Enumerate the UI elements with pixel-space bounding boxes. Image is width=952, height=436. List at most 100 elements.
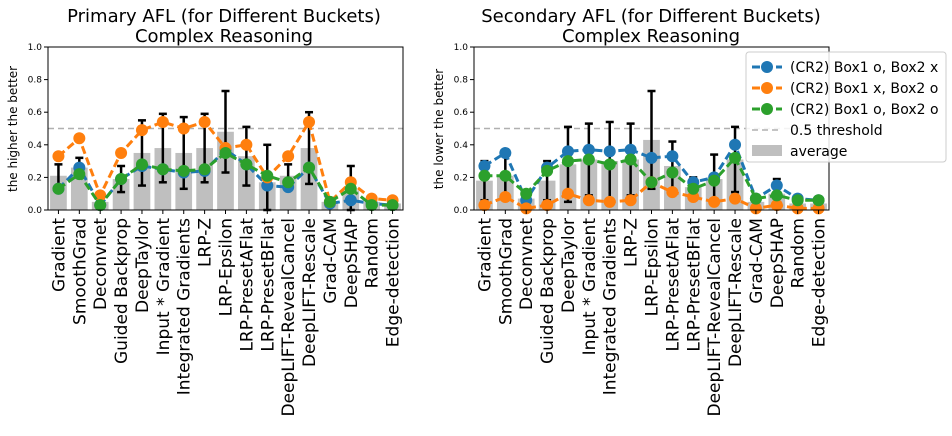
secondary-series-1-point-5 <box>561 145 574 158</box>
secondary-series-2-point-2 <box>499 190 512 203</box>
secondary-chart-subtitle: Complex Reasoning <box>562 26 740 47</box>
primary-series-1-point-15 <box>344 194 357 207</box>
primary-x-tick-label-13: DeepLIFT-Rescale <box>300 218 320 367</box>
legend-entry-series-1: (CR2) Box1 o, Box2 x <box>752 60 938 76</box>
secondary-series-1-line <box>483 141 819 204</box>
secondary-series-1-point-9 <box>645 151 658 164</box>
secondary-series-1-point-7 <box>603 145 616 158</box>
primary-y-tick-label-6: 1.0 <box>28 43 43 53</box>
secondary-x-tick-label-2: SmoothGrad <box>496 218 516 325</box>
legend-entry-average: average <box>752 144 847 160</box>
primary-x-tick-label-9: LRP-Epsilon <box>217 218 237 316</box>
primary-x-tick-label-1: Gradient <box>49 218 69 292</box>
secondary-series-2-point-6 <box>582 194 595 207</box>
legend-label-series-3: (CR2) Box1 o, Box2 o <box>790 102 939 118</box>
secondary-series-2-point-7 <box>603 195 616 208</box>
secondary-x-tick-label-1: Gradient <box>475 218 495 292</box>
primary-x-tick-label-4: Guided Backprop <box>112 218 132 364</box>
primary-series-3-point-3 <box>94 199 107 212</box>
primary-x-tick-label-17: Edge-detection <box>384 218 404 347</box>
primary-series-2-point-7 <box>177 122 190 135</box>
primary-series-3-point-16 <box>365 199 378 212</box>
secondary-series-1-point-15 <box>770 179 783 192</box>
secondary-y-tick-label-3: 0.4 <box>454 141 469 151</box>
secondary-series-3-point-10 <box>666 166 679 179</box>
secondary-x-tick-label-16: Random <box>789 218 809 288</box>
secondary-series-3-point-1 <box>478 169 491 182</box>
secondary-y-tick-label-6: 1.0 <box>454 43 469 53</box>
primary-series-3-point-10 <box>240 158 253 171</box>
primary-series-3-point-13 <box>303 161 316 174</box>
secondary-x-tick-label-10: LRP-PresetAFlat <box>663 218 683 352</box>
secondary-series-1-point-1 <box>478 159 491 172</box>
secondary-series-2-point-1 <box>478 199 491 212</box>
primary-series-3-point-1 <box>52 182 65 195</box>
secondary-x-tick-label-8: LRP-Z <box>622 218 642 267</box>
primary-series-3-point-15 <box>344 182 357 195</box>
legend-entry-series-2: (CR2) Box1 x, Box2 o <box>752 81 938 97</box>
secondary-series-2-point-15 <box>770 199 783 212</box>
primary-x-tick-label-6: Input * Gradient <box>154 218 174 356</box>
secondary-series-3-point-14 <box>749 192 762 205</box>
primary-series-3-point-6 <box>156 163 169 176</box>
secondary-series-1-point-10 <box>666 150 679 163</box>
secondary-series-3-point-8 <box>624 153 637 166</box>
secondary-series-2-point-13 <box>729 192 742 205</box>
secondary-y-tick-label-4: 0.6 <box>454 108 469 118</box>
primary-series-3-point-2 <box>73 168 86 181</box>
primary-series-3-point-7 <box>177 164 190 177</box>
legend-label-average: average <box>790 144 847 160</box>
secondary-series-2-point-5 <box>561 187 574 200</box>
secondary-x-tick-label-15: DeepSHAP <box>768 218 788 308</box>
secondary-series-3-point-16 <box>791 194 804 207</box>
secondary-error-bar-9 <box>647 89 656 191</box>
primary-chart-subtitle: Complex Reasoning <box>135 26 313 47</box>
legend-box <box>745 51 947 163</box>
secondary-plot-area: 0.0 0.2 0.4 0.6 0.8 1.0 Gradient SmoothGrad Deco… <box>454 43 830 416</box>
secondary-series-3-point-2 <box>499 169 512 182</box>
secondary-x-tick-label-17: Edge-detection <box>810 218 830 347</box>
primary-error-bar-10 <box>242 125 251 187</box>
primary-x-tick-label-5: DeepTaylor <box>133 218 153 313</box>
primary-series-2-point-5 <box>135 124 148 137</box>
secondary-x-tick-label-11: LRP-PresetBFlat <box>684 218 704 352</box>
secondary-x-tick-label-7: Integrated Gradients <box>601 218 621 395</box>
primary-series-3-point-8 <box>198 163 211 176</box>
primary-y-tick-label-3: 0.4 <box>28 141 43 151</box>
primary-series-3-point-4 <box>115 173 128 186</box>
secondary-y-tick-label-5: 0.8 <box>454 76 469 86</box>
secondary-series-1-point-2 <box>499 146 512 159</box>
secondary-x-tick-label-3: Deconvnet <box>517 218 537 310</box>
legend-entry-series-3: (CR2) Box1 o, Box2 o <box>752 102 939 118</box>
primary-series-2-point-4 <box>115 146 128 159</box>
primary-series-3-point-17 <box>386 199 399 212</box>
primary-chart-title: Primary AFL (for Different Buckets) <box>67 6 381 27</box>
secondary-series-2-point-14 <box>749 202 762 215</box>
primary-y-tick-label-4: 0.6 <box>28 108 43 118</box>
secondary-y-tick-label-1: 0.0 <box>454 206 469 216</box>
secondary-series-3-point-3 <box>520 187 533 200</box>
primary-y-axis-label: the higher the better <box>6 66 20 192</box>
legend-label-series-1: (CR2) Box1 o, Box2 x <box>790 60 938 76</box>
primary-y-tick-label-2: 0.2 <box>28 173 42 183</box>
secondary-y-tick-label-2: 0.2 <box>454 173 468 183</box>
secondary-x-tick-label-5: DeepTaylor <box>559 218 579 313</box>
primary-x-tick-label-15: DeepSHAP <box>342 218 362 308</box>
primary-series-3-point-14 <box>323 195 336 208</box>
primary-series-2-point-13 <box>303 115 316 128</box>
secondary-series-3-point-7 <box>603 158 616 171</box>
primary-average-bar-4 <box>112 179 130 210</box>
primary-x-tick-label-11: LRP-PresetBFlat <box>258 218 278 352</box>
primary-x-tick-label-16: Random <box>363 218 383 288</box>
secondary-series-3-point-9 <box>645 176 658 189</box>
secondary-series-2-point-4 <box>541 199 554 212</box>
secondary-y-axis-label: the lower the better <box>432 69 446 189</box>
secondary-series-1-point-13 <box>729 138 742 151</box>
legend-entry-threshold: 0.5 threshold <box>752 123 883 139</box>
secondary-series-3-point-15 <box>770 189 783 202</box>
secondary-series-1-point-6 <box>582 143 595 156</box>
secondary-series-1-point-8 <box>624 143 637 156</box>
primary-series-3-point-12 <box>282 176 295 189</box>
secondary-x-tick-label-9: LRP-Epsilon <box>643 218 663 316</box>
